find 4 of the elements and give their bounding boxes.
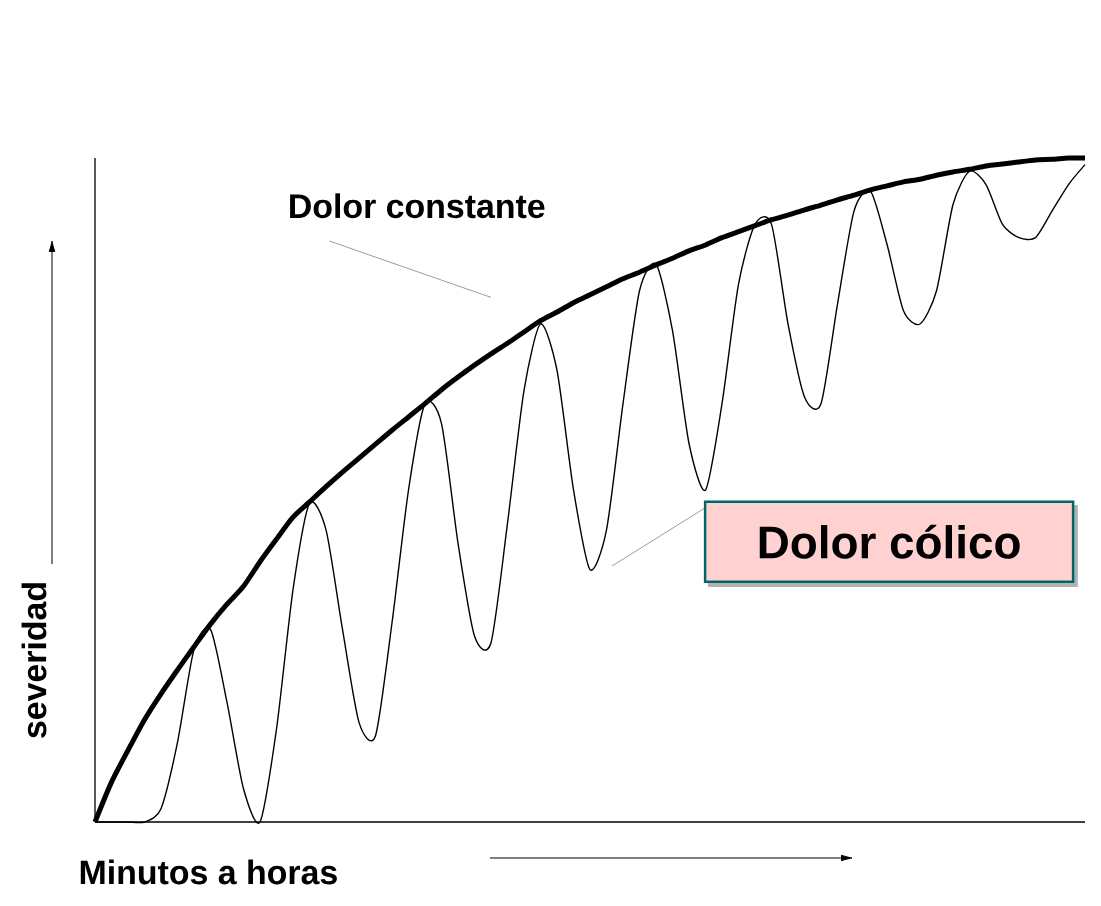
series-label: Dolor cólico (759, 524, 1020, 559)
x-axis-title: Minutos a horas (80, 859, 337, 885)
y-axis-title: severidad (21, 583, 47, 738)
text: Dolor constante (290, 193, 545, 219)
